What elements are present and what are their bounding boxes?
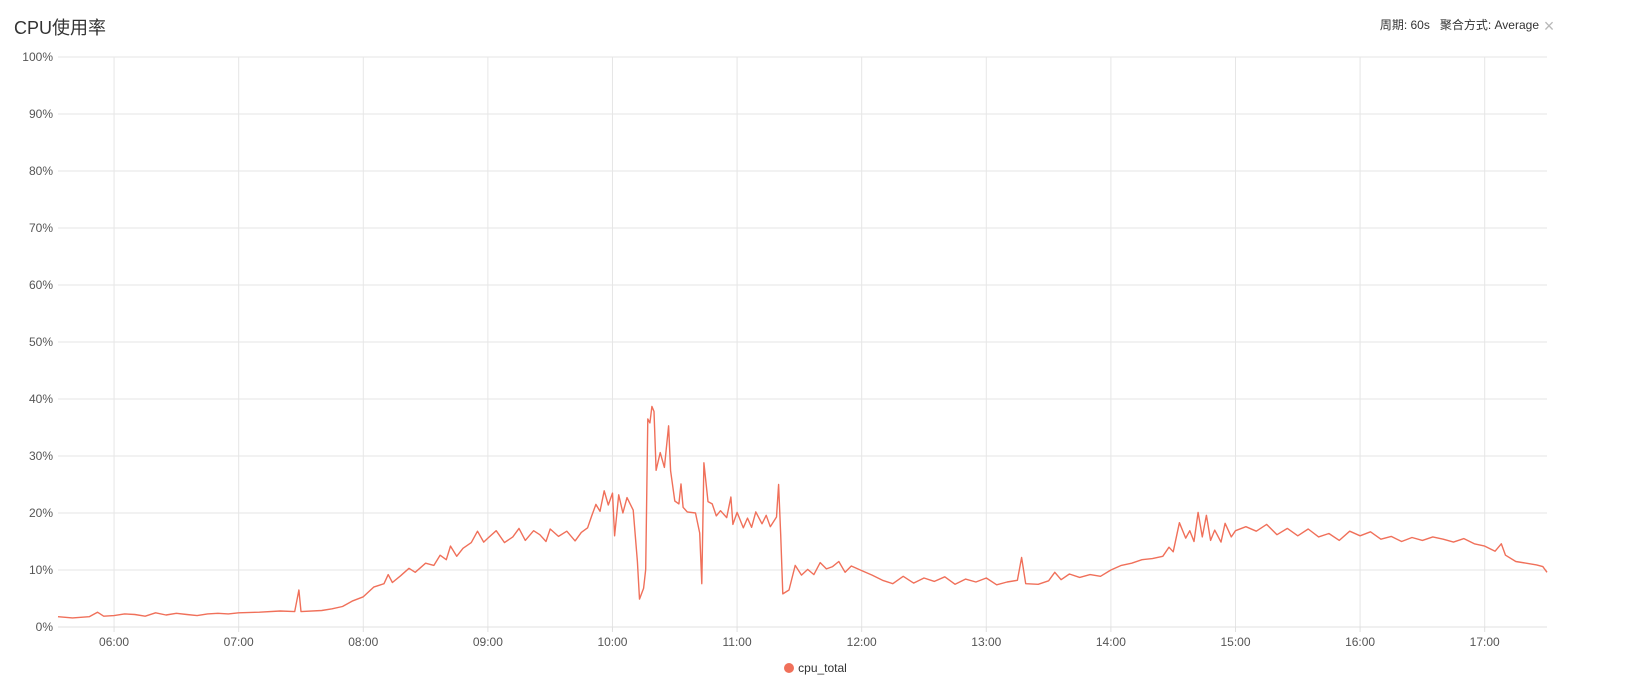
- x-tick-label: 17:00: [1470, 635, 1500, 649]
- x-tick-label: 12:00: [847, 635, 877, 649]
- x-tick-label: 13:00: [971, 635, 1001, 649]
- legend-label: cpu_total: [798, 661, 847, 675]
- x-axis-tick-labels: 06:00 07:00 08:00 09:00 10:00 11:00 12:00 13:00…: [99, 635, 1500, 649]
- x-tick-label: 11:00: [723, 635, 752, 649]
- x-tick-label: 14:00: [1096, 635, 1126, 649]
- aggregation-label: 聚合方式: Average: [1439, 18, 1539, 32]
- x-tick-label: 16:00: [1345, 635, 1375, 649]
- x-tick-label: 08:00: [348, 635, 378, 649]
- horizontal-gridlines: [58, 56, 1547, 571]
- x-tick-label: 10:00: [597, 635, 627, 649]
- y-tick-label: 20%: [29, 506, 53, 520]
- y-tick-label: 10%: [29, 563, 53, 577]
- close-icon[interactable]: ×: [1543, 16, 1555, 36]
- y-axis-tick-labels: 0% 10% 20% 30% 40% 50% 60% 70% 80% 90% 100%: [22, 50, 53, 634]
- x-tick-label: 07:00: [224, 635, 254, 649]
- y-tick-label: 50%: [29, 335, 53, 349]
- x-tick-label: 06:00: [99, 635, 129, 649]
- y-tick-label: 70%: [29, 221, 53, 235]
- vertical-gridlines: [113, 57, 1486, 632]
- period-label: 周期: 60s: [1379, 18, 1430, 32]
- y-tick-label: 90%: [29, 107, 53, 121]
- y-tick-label: 30%: [29, 449, 53, 463]
- chart-meta: 周期: 60s 聚合方式: Average: [1380, 16, 1539, 33]
- series-line-cpu_total: [57, 405, 1548, 619]
- y-tick-label: 40%: [29, 392, 53, 406]
- chart-title: CPU使用率: [14, 18, 107, 38]
- x-tick-label: 15:00: [1220, 635, 1250, 649]
- y-tick-label: 60%: [29, 278, 53, 292]
- legend-marker-icon: [784, 663, 795, 673]
- x-tick-label: 09:00: [473, 635, 503, 649]
- legend[interactable]: cpu_total: [0, 661, 1631, 675]
- y-tick-label: 0%: [36, 620, 54, 634]
- y-tick-label: 100%: [22, 50, 53, 64]
- y-tick-label: 80%: [29, 164, 53, 178]
- series-lines: [57, 405, 1548, 619]
